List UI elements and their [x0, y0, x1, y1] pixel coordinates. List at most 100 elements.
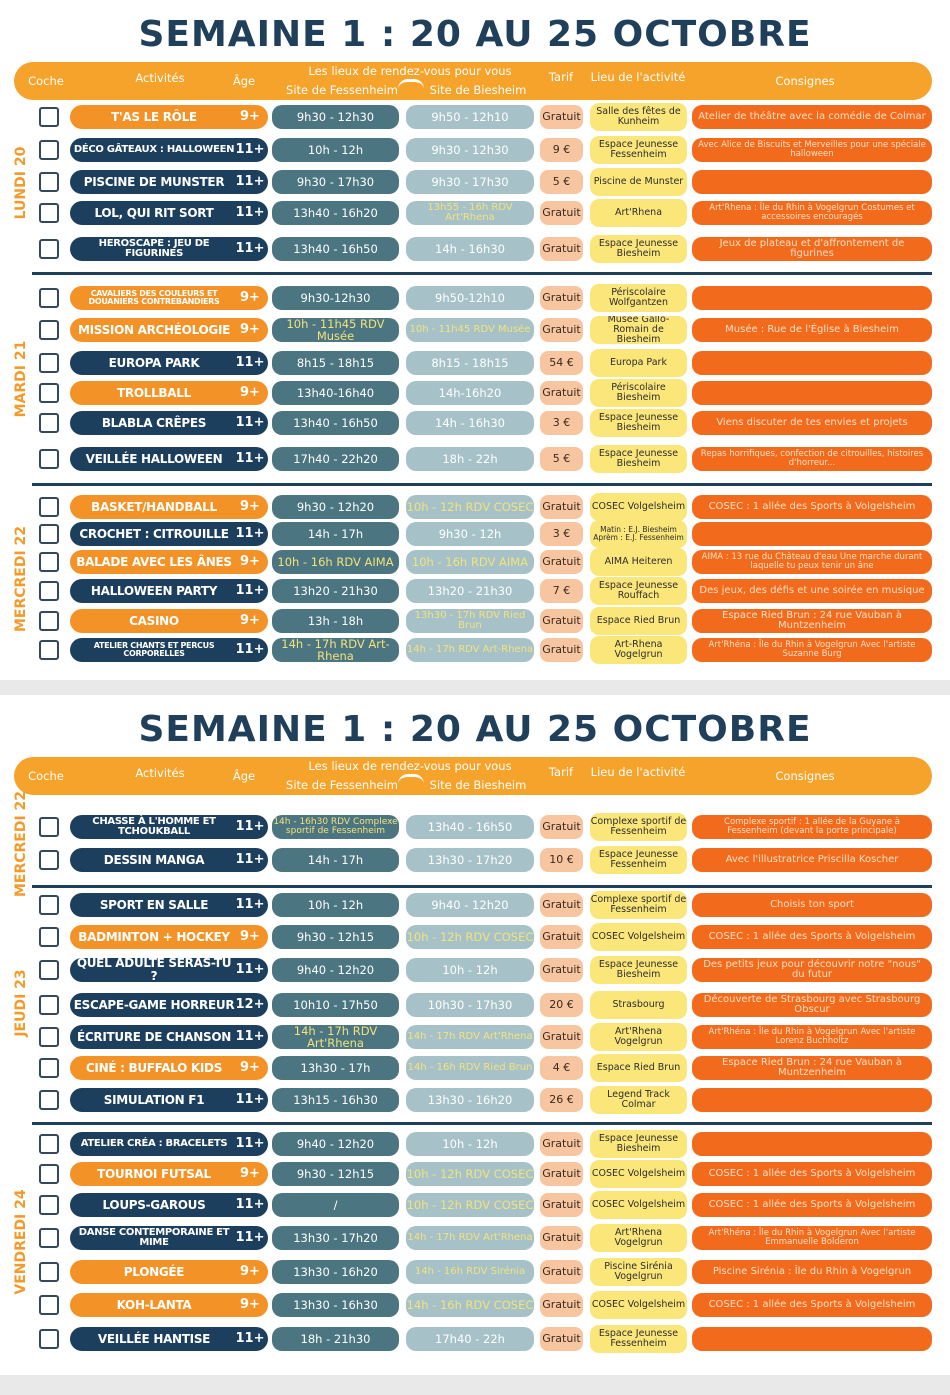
checkbox[interactable] — [39, 497, 59, 517]
activity-place: Périscolaire Wolfgantzen — [590, 284, 687, 312]
activity-name: HEROSCAPE : JEU DE FIGURINES — [98, 237, 210, 259]
activity-name: SPORT EN SALLE — [99, 897, 209, 912]
notes: COSEC : 1 allée des Sports à Volgelsheim — [692, 925, 932, 949]
checkbox[interactable] — [39, 552, 59, 572]
checkbox[interactable] — [39, 107, 59, 127]
checkbox[interactable] — [39, 172, 59, 192]
checkbox[interactable] — [39, 1027, 59, 1047]
fessenheim-time: 14h - 17h RDV Art'Rhena — [272, 1025, 399, 1049]
checkbox[interactable] — [39, 1228, 59, 1248]
price: Gratuit — [540, 609, 583, 633]
activity-place: Europa Park — [590, 349, 687, 377]
notes — [692, 170, 932, 194]
activity-pill — [70, 138, 268, 162]
checkbox[interactable] — [39, 850, 59, 870]
day-separator — [32, 885, 932, 888]
checkbox[interactable] — [39, 1295, 59, 1315]
price: Gratuit — [540, 286, 583, 310]
activity-place: Strasbourg — [590, 991, 687, 1019]
checkbox[interactable] — [39, 995, 59, 1015]
biesheim-time: 14h - 17h RDV Art-Rhena — [406, 638, 534, 662]
biesheim-time: 18h - 22h — [406, 447, 534, 471]
checkbox[interactable] — [39, 524, 59, 544]
header-label: Consignes — [775, 74, 835, 88]
day-label: LUNDI 20 — [13, 146, 29, 220]
activity-name: HALLOWEEN PARTY — [90, 583, 218, 598]
checkbox[interactable] — [39, 1164, 59, 1184]
age: 9+ — [240, 554, 260, 570]
price: Gratuit — [540, 958, 583, 982]
notes: Avec Alice de Biscuits et Merveilles pou… — [692, 138, 932, 162]
fessenheim-time: 9h30-12h30 — [272, 286, 399, 310]
checkbox[interactable] — [39, 140, 59, 160]
price: Gratuit — [540, 815, 583, 839]
activity-pill — [70, 848, 268, 872]
activity-name: CROCHET : CITROUILLE — [79, 526, 229, 541]
activity-name: TROLLBALL — [117, 385, 191, 400]
activity-pill — [70, 201, 268, 225]
checkbox[interactable] — [39, 320, 59, 340]
activity-place: Espace Jeunesse Biesheim — [590, 956, 687, 984]
checkbox[interactable] — [39, 413, 59, 433]
activity-name: CASINO — [129, 613, 179, 628]
checkbox[interactable] — [39, 581, 59, 601]
checkbox[interactable] — [39, 611, 59, 631]
activity-pill — [70, 1162, 268, 1186]
activity-pill — [70, 1056, 268, 1080]
checkbox[interactable] — [39, 288, 59, 308]
age: 11+ — [235, 962, 265, 978]
notes: Espace Ried Brun : 24 rue Vauban à Muntz… — [692, 1056, 932, 1080]
activity-pill — [70, 993, 268, 1017]
checkbox[interactable] — [39, 1090, 59, 1110]
header-bar — [14, 757, 932, 795]
checkbox[interactable] — [39, 817, 59, 837]
notes: AIMA : 13 rue du Château d'eau Une march… — [692, 550, 932, 574]
activity-name: MISSION ARCHÉOLOGIE — [77, 322, 231, 337]
activity-name: DANSE CONTEMPORAINE ET MIME — [78, 1226, 230, 1248]
checkbox[interactable] — [39, 239, 59, 259]
checkbox[interactable] — [39, 449, 59, 469]
checkbox[interactable] — [39, 1329, 59, 1349]
notes: Repas horrifiques, confection de citroui… — [692, 447, 932, 471]
checkbox[interactable] — [39, 1262, 59, 1282]
day-label: MERCREDI 22 — [13, 790, 29, 897]
activity-place: Espace Ried Brun — [590, 607, 687, 635]
checkbox[interactable] — [39, 383, 59, 403]
checkbox[interactable] — [39, 1058, 59, 1078]
activity-name: CHASSE À L'HOMME ET TCHOUKBALL — [92, 815, 216, 837]
price: Gratuit — [540, 1132, 583, 1156]
checkbox[interactable] — [39, 353, 59, 373]
biesheim-time: 13h30 - 17h20 — [406, 848, 534, 872]
page-title: SEMAINE 1 : 20 AU 25 OCTOBRE — [138, 14, 812, 55]
day-label: MERCREDI 22 — [13, 525, 29, 632]
checkbox[interactable] — [39, 640, 59, 660]
header-label: Les lieux de rendez-vous pour vous — [308, 64, 512, 78]
notes: Art'Rhéna : Île du Rhin à Vogelgrun Avec… — [692, 1025, 932, 1049]
fessenheim-time: 9h40 - 12h20 — [272, 958, 399, 982]
biesheim-time: 10h - 11h45 RDV Musée — [406, 318, 534, 342]
header-bar — [14, 62, 932, 100]
biesheim-time: 9h50-12h10 — [406, 286, 534, 310]
checkbox[interactable] — [39, 927, 59, 947]
activity-pill — [70, 105, 268, 129]
checkbox[interactable] — [39, 1134, 59, 1154]
checkbox[interactable] — [39, 960, 59, 980]
activity-name: EUROPA PARK — [108, 355, 200, 370]
age: 11+ — [235, 583, 265, 599]
age: 9+ — [240, 290, 260, 306]
activity-name: DESSIN MANGA — [103, 852, 205, 867]
biesheim-time: 14h - 16h RDV COSEC — [406, 1293, 534, 1317]
meeting-icon — [398, 774, 424, 784]
checkbox[interactable] — [39, 1195, 59, 1215]
activity-place: COSEC Volgelsheim — [590, 923, 687, 951]
checkbox[interactable] — [39, 203, 59, 223]
page-title: SEMAINE 1 : 20 AU 25 OCTOBRE — [138, 709, 812, 750]
activity-place: Espace Jeunesse Rouffach — [590, 577, 687, 605]
day-separator — [32, 483, 932, 486]
activity-place: Espace Jeunesse Fessenheim — [590, 136, 687, 164]
checkbox[interactable] — [39, 895, 59, 915]
biesheim-time: 14h - 16h RDV Sirénia — [406, 1260, 534, 1284]
biesheim-time: 9h30 - 17h30 — [406, 170, 534, 194]
price: 3 € — [540, 411, 583, 435]
notes: COSEC : 1 allée des Sports à Volgelsheim — [692, 1293, 932, 1317]
